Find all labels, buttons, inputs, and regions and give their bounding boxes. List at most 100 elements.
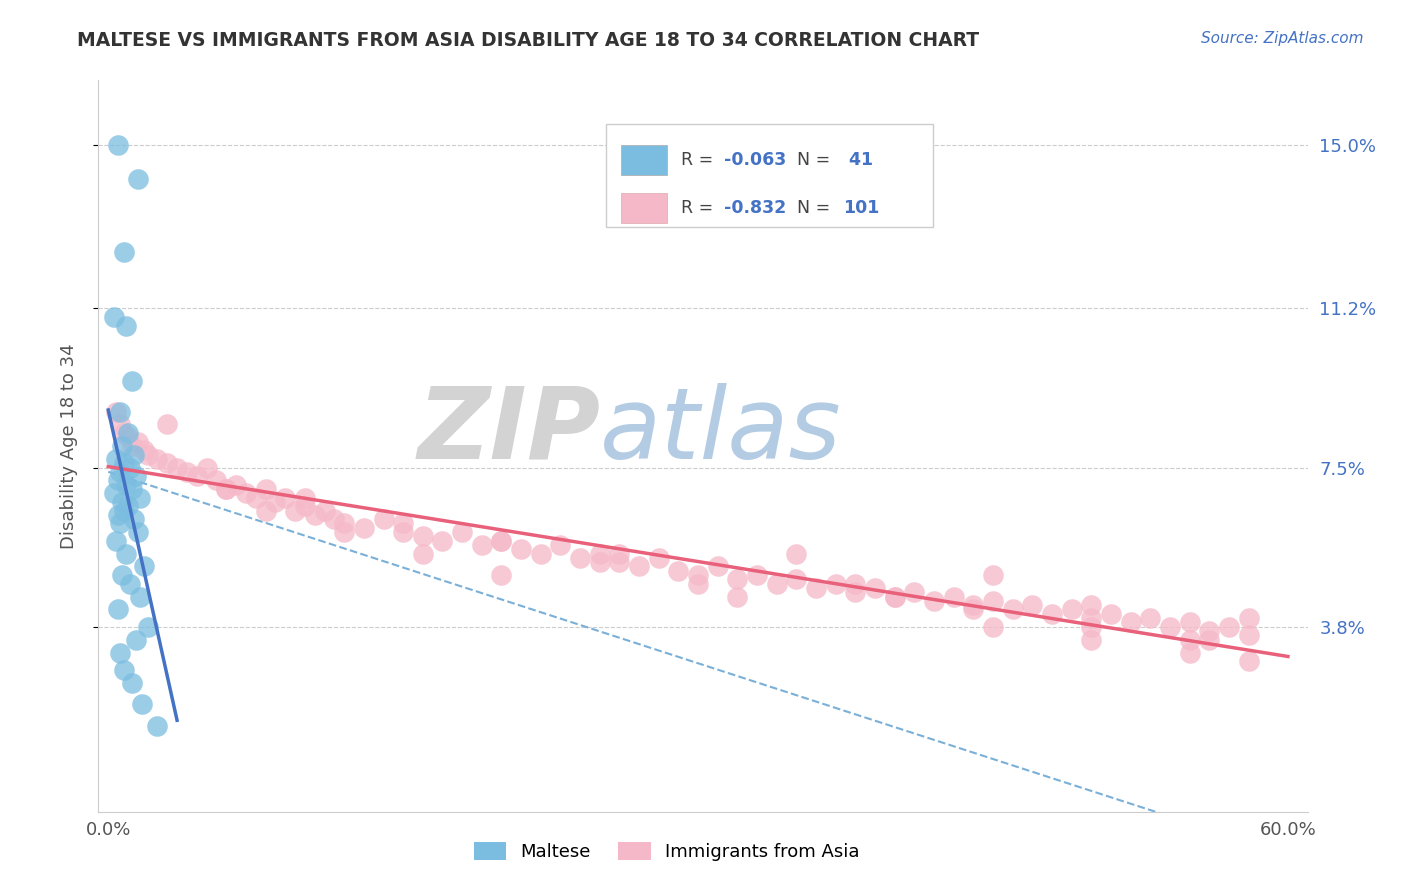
- Point: [108, 404, 131, 418]
- Point: [235, 486, 257, 500]
- Point: [648, 550, 671, 565]
- Point: [1198, 632, 1220, 647]
- Point: [103, 486, 125, 500]
- Point: [981, 594, 1004, 608]
- Point: [942, 590, 965, 604]
- Point: [107, 137, 129, 152]
- Y-axis label: Disability Age 18 to 34: Disability Age 18 to 34: [59, 343, 77, 549]
- Point: [146, 719, 169, 733]
- Point: [132, 443, 155, 458]
- Point: [112, 663, 135, 677]
- Point: [883, 590, 905, 604]
- Point: [1178, 632, 1201, 647]
- Text: N =: N =: [797, 151, 837, 169]
- Point: [1060, 602, 1083, 616]
- Point: [471, 538, 494, 552]
- Point: [609, 555, 631, 569]
- Point: [128, 590, 150, 604]
- Point: [530, 547, 553, 561]
- Point: [765, 576, 787, 591]
- Point: [1198, 624, 1220, 638]
- Point: [121, 439, 143, 453]
- Point: [392, 524, 415, 539]
- Point: [1237, 611, 1260, 625]
- Point: [156, 456, 179, 470]
- Point: [883, 590, 905, 604]
- Point: [112, 456, 135, 470]
- Point: [609, 547, 631, 561]
- Point: [903, 585, 925, 599]
- Point: [118, 460, 141, 475]
- FancyBboxPatch shape: [621, 193, 666, 224]
- Point: [112, 503, 135, 517]
- Point: [264, 495, 287, 509]
- Point: [510, 542, 533, 557]
- Point: [333, 524, 356, 539]
- Point: [254, 503, 277, 517]
- Point: [215, 482, 238, 496]
- Text: -0.063: -0.063: [724, 151, 786, 169]
- Point: [225, 477, 247, 491]
- Point: [125, 632, 148, 647]
- Point: [117, 500, 139, 514]
- Point: [284, 503, 307, 517]
- Point: [245, 491, 267, 505]
- Point: [121, 482, 143, 496]
- Text: R =: R =: [682, 199, 718, 217]
- Point: [1178, 646, 1201, 660]
- Point: [412, 547, 434, 561]
- Point: [128, 491, 150, 505]
- Point: [111, 568, 134, 582]
- Point: [294, 500, 316, 514]
- Point: [725, 590, 748, 604]
- Text: Source: ZipAtlas.com: Source: ZipAtlas.com: [1201, 31, 1364, 46]
- Text: 101: 101: [844, 199, 880, 217]
- Point: [1040, 607, 1063, 621]
- Point: [112, 426, 135, 441]
- Point: [125, 469, 148, 483]
- Point: [314, 503, 336, 517]
- Text: R =: R =: [682, 151, 718, 169]
- Point: [1178, 615, 1201, 630]
- Point: [117, 426, 139, 441]
- Point: [131, 697, 153, 711]
- Point: [108, 516, 131, 531]
- Point: [668, 564, 690, 578]
- Point: [103, 310, 125, 324]
- Point: [981, 620, 1004, 634]
- Point: [824, 576, 846, 591]
- Point: [127, 172, 149, 186]
- Point: [589, 555, 612, 569]
- Point: [122, 448, 145, 462]
- Point: [166, 460, 188, 475]
- Point: [117, 430, 139, 444]
- Point: [491, 533, 513, 548]
- Point: [122, 512, 145, 526]
- Point: [108, 465, 131, 479]
- Point: [215, 482, 238, 496]
- Point: [323, 512, 346, 526]
- Point: [432, 533, 454, 548]
- Point: [1001, 602, 1024, 616]
- Point: [274, 491, 297, 505]
- Point: [186, 469, 208, 483]
- FancyBboxPatch shape: [606, 124, 932, 227]
- Point: [115, 547, 138, 561]
- Point: [121, 375, 143, 389]
- Point: [1080, 611, 1102, 625]
- Point: [491, 568, 513, 582]
- Text: N =: N =: [797, 199, 837, 217]
- Point: [569, 550, 592, 565]
- Point: [115, 477, 138, 491]
- Point: [392, 516, 415, 531]
- Point: [205, 474, 228, 488]
- Point: [195, 460, 218, 475]
- Point: [1099, 607, 1122, 621]
- Point: [294, 491, 316, 505]
- Point: [844, 585, 866, 599]
- Point: [412, 529, 434, 543]
- Point: [628, 559, 651, 574]
- Point: [333, 516, 356, 531]
- Text: MALTESE VS IMMIGRANTS FROM ASIA DISABILITY AGE 18 TO 34 CORRELATION CHART: MALTESE VS IMMIGRANTS FROM ASIA DISABILI…: [77, 31, 980, 50]
- Point: [451, 524, 474, 539]
